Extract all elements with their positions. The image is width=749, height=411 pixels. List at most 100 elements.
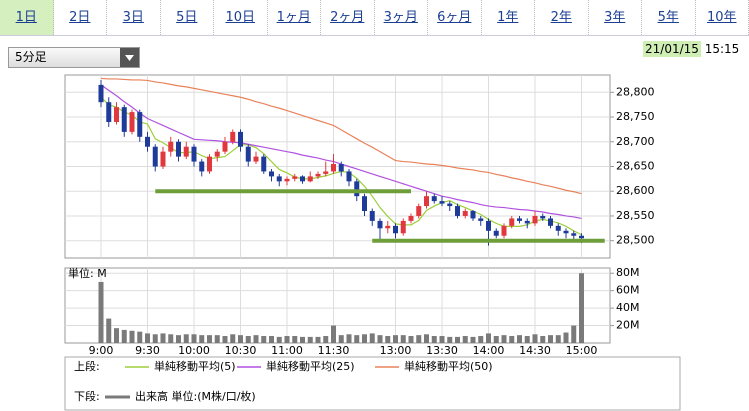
volume-bar	[114, 328, 119, 343]
volume-bar	[307, 336, 313, 343]
volume-bar	[509, 336, 515, 343]
candle-body	[408, 215, 414, 221]
candle-body	[331, 164, 336, 172]
candle-body	[307, 176, 313, 182]
legend-upper-label: 上段:	[74, 359, 100, 373]
volume-bar	[331, 325, 336, 343]
volume-bar	[493, 336, 499, 343]
volume-bar	[408, 336, 414, 343]
candle-body	[214, 151, 220, 157]
x-tick-label: 11:00	[271, 344, 303, 357]
candle-body	[199, 161, 205, 172]
candle-body	[261, 156, 267, 172]
legend-label: 出来高 単位:(M株/口/枚)	[135, 389, 256, 403]
candle-body	[462, 211, 468, 216]
period-tab[interactable]: 3ヶ月	[375, 0, 428, 35]
plot-area	[64, 74, 611, 259]
candle-body	[416, 206, 422, 216]
period-tab[interactable]: 1年	[482, 0, 535, 35]
period-tab[interactable]: 3日	[107, 0, 161, 35]
candle-body	[292, 176, 298, 179]
x-tick-label: 13:00	[380, 344, 412, 357]
volume-bar	[145, 333, 150, 343]
candle-body	[493, 230, 499, 236]
x-tick-label: 13:30	[426, 344, 458, 357]
candle-body	[362, 196, 367, 212]
period-tab[interactable]: 2日	[54, 0, 107, 35]
period-tab[interactable]: 6ヶ月	[428, 0, 482, 35]
candle-body	[439, 201, 445, 204]
volume-bar	[137, 331, 143, 343]
period-tab[interactable]: 5年	[642, 0, 696, 35]
y-tick-label: 28,750	[616, 110, 655, 123]
volume-bar	[269, 336, 274, 343]
candle-body	[431, 196, 437, 202]
candle-body	[338, 164, 344, 172]
period-tab[interactable]: 2ヶ月	[321, 0, 375, 35]
period-tab[interactable]: 1ヶ月	[268, 0, 321, 35]
period-tab[interactable]: 2年	[535, 0, 589, 35]
candle-body	[555, 225, 561, 231]
volume-bar	[524, 336, 530, 343]
candle-body	[145, 136, 150, 147]
interval-select[interactable]: 5分足	[8, 47, 140, 68]
y-tick-label: 80M	[616, 266, 640, 279]
candle-body	[245, 146, 251, 162]
candle-body	[191, 146, 197, 162]
candle-body	[540, 215, 546, 219]
volume-bar	[129, 330, 135, 343]
period-tab[interactable]: 10日	[214, 0, 268, 35]
legend-lower-label: 下段:	[74, 389, 100, 403]
volume-bar	[323, 336, 329, 343]
candle-body	[470, 211, 476, 219]
legend-box	[64, 356, 681, 411]
period-tab[interactable]: 5日	[161, 0, 214, 35]
x-tick-label: 10:00	[178, 344, 210, 357]
y-axis-label: 単位: M	[68, 266, 107, 280]
candle-body	[377, 220, 383, 229]
volume-bar	[439, 336, 445, 343]
date: 21/01/15	[643, 41, 701, 57]
select-button[interactable]	[120, 48, 139, 67]
period-tab[interactable]: 10年	[696, 0, 749, 35]
period-tab[interactable]: 3年	[589, 0, 642, 35]
candle-body	[548, 218, 553, 226]
volume-bar	[486, 333, 491, 343]
volume-bar	[362, 334, 367, 343]
candle-body	[238, 131, 243, 147]
y-tick-label: 28,500	[616, 234, 655, 247]
volume-bar	[176, 335, 181, 343]
volume-bar	[571, 325, 577, 343]
legend-label: 単純移動平均(5)	[154, 359, 236, 373]
candle-body	[222, 141, 228, 152]
volume-bar	[400, 335, 406, 343]
candle-body	[447, 203, 453, 207]
candle-body	[207, 156, 212, 172]
x-tick-label: 14:00	[473, 344, 505, 357]
period-tabs: 1日 2日 3日 5日 10日 1ヶ月 2ヶ月 3ヶ月 6ヶ月 1年 2年 3年 5年 10年	[0, 0, 749, 36]
y-tick-label: 28,550	[616, 209, 655, 222]
candle-body	[276, 176, 282, 182]
candle-body	[509, 218, 515, 226]
candle-body	[455, 206, 460, 216]
candle-body	[183, 146, 189, 157]
volume-bar	[517, 335, 522, 343]
volume-bar	[369, 333, 375, 343]
volume-bar	[230, 334, 236, 343]
y-tick-label: 20M	[616, 319, 640, 332]
candle-body	[160, 151, 166, 167]
y-tick-label: 28,700	[616, 135, 655, 148]
x-tick-label: 15:00	[566, 344, 598, 357]
y-tick-label: 28,600	[616, 184, 655, 197]
candle-body	[501, 225, 507, 236]
volume-bar	[385, 336, 391, 343]
candle-body	[121, 107, 127, 132]
volume-bar	[160, 333, 166, 343]
candle-body	[230, 131, 236, 142]
volume-bar	[292, 336, 298, 343]
volume-bar	[447, 336, 453, 343]
arrow-icon	[125, 55, 134, 61]
ma-line	[100, 77, 582, 195]
period-tab[interactable]: 1日	[0, 0, 54, 35]
x-tick-label: 9:00	[89, 344, 114, 357]
